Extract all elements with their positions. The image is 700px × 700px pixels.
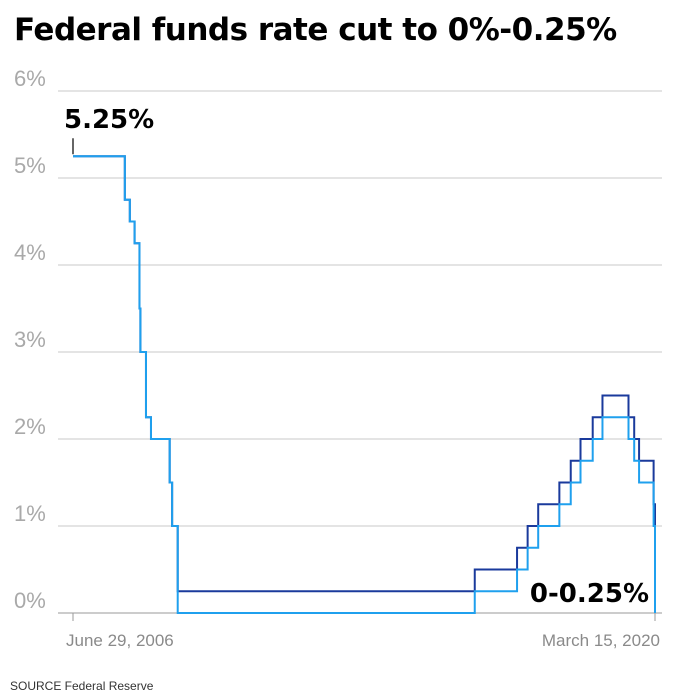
- y-tick-label: 6%: [14, 66, 46, 91]
- x-ticks: June 29, 2006 March 15, 2020: [66, 613, 660, 650]
- y-tick-label: 2%: [14, 414, 46, 439]
- y-tick-label: 1%: [14, 501, 46, 526]
- y-tick-label: 0%: [14, 588, 46, 613]
- annotation-end-label: 0-0.25%: [530, 579, 649, 609]
- annotations: 5.25% 0-0.25%: [64, 105, 649, 609]
- y-tick-label: 4%: [14, 240, 46, 265]
- x-tick-label: March 15, 2020: [542, 631, 660, 650]
- y-tick-label: 5%: [14, 153, 46, 178]
- y-tick-labels: 0% 1% 2% 3% 4% 5% 6%: [14, 66, 46, 613]
- chart-title: Federal funds rate cut to 0%-0.25%: [14, 12, 617, 48]
- source-note: SOURCE Federal Reserve: [10, 679, 154, 693]
- x-tick-label: June 29, 2006: [66, 631, 174, 650]
- y-tick-label: 3%: [14, 327, 46, 352]
- series-lines: [73, 155, 656, 614]
- series-line: [73, 155, 656, 614]
- annotation-start-label: 5.25%: [64, 105, 154, 135]
- gridlines: [58, 90, 662, 614]
